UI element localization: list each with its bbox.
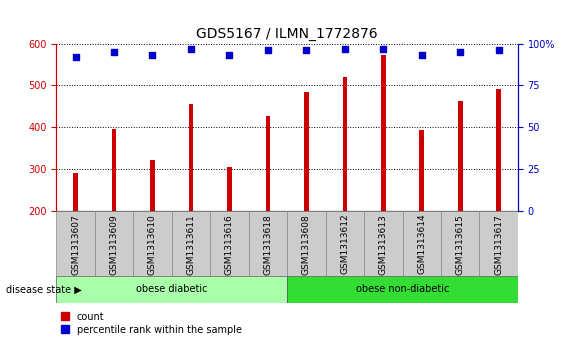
Text: GSM1313618: GSM1313618 xyxy=(263,214,272,274)
Bar xyxy=(403,211,441,276)
Bar xyxy=(381,55,386,211)
Bar xyxy=(364,211,403,276)
Bar xyxy=(480,211,518,276)
Legend: count, percentile rank within the sample: count, percentile rank within the sample xyxy=(61,311,242,335)
Point xyxy=(302,47,311,53)
Bar xyxy=(227,167,232,211)
Bar xyxy=(133,211,172,276)
Title: GDS5167 / ILMN_1772876: GDS5167 / ILMN_1772876 xyxy=(196,27,378,41)
Bar xyxy=(266,116,270,211)
Point xyxy=(109,49,118,55)
Bar xyxy=(210,211,249,276)
Text: GSM1313609: GSM1313609 xyxy=(110,214,118,274)
Bar xyxy=(287,211,325,276)
Bar xyxy=(111,129,117,211)
Text: GSM1313617: GSM1313617 xyxy=(494,214,503,274)
Bar xyxy=(150,160,155,211)
Point xyxy=(379,46,388,52)
Point xyxy=(225,52,234,58)
Bar xyxy=(497,89,501,211)
Bar xyxy=(56,276,287,303)
Point xyxy=(340,46,349,52)
Bar xyxy=(56,211,95,276)
Bar xyxy=(419,130,424,211)
Text: GSM1313615: GSM1313615 xyxy=(456,214,464,274)
Bar xyxy=(73,173,78,211)
Text: disease state ▶: disease state ▶ xyxy=(6,285,82,294)
Text: obese non-diabetic: obese non-diabetic xyxy=(356,285,449,294)
Point xyxy=(263,47,272,53)
Bar xyxy=(172,211,210,276)
Bar xyxy=(95,211,133,276)
Text: GSM1313612: GSM1313612 xyxy=(341,214,349,274)
Bar xyxy=(189,104,193,211)
Point xyxy=(186,46,195,52)
Text: GSM1313614: GSM1313614 xyxy=(417,214,426,274)
Text: GSM1313616: GSM1313616 xyxy=(225,214,234,274)
Point xyxy=(148,52,157,58)
Bar xyxy=(287,276,518,303)
Text: GSM1313613: GSM1313613 xyxy=(379,214,388,274)
Point xyxy=(455,49,464,55)
Text: GSM1313607: GSM1313607 xyxy=(71,214,80,274)
Bar xyxy=(441,211,480,276)
Bar xyxy=(304,93,309,211)
Text: GSM1313608: GSM1313608 xyxy=(302,214,311,274)
Bar xyxy=(342,77,347,211)
Text: GSM1313611: GSM1313611 xyxy=(186,214,195,274)
Bar xyxy=(458,101,463,211)
Bar xyxy=(249,211,287,276)
Point xyxy=(494,47,503,53)
Point xyxy=(71,54,80,60)
Text: GSM1313610: GSM1313610 xyxy=(148,214,157,274)
Text: obese diabetic: obese diabetic xyxy=(136,285,207,294)
Point xyxy=(417,52,426,58)
Bar xyxy=(325,211,364,276)
